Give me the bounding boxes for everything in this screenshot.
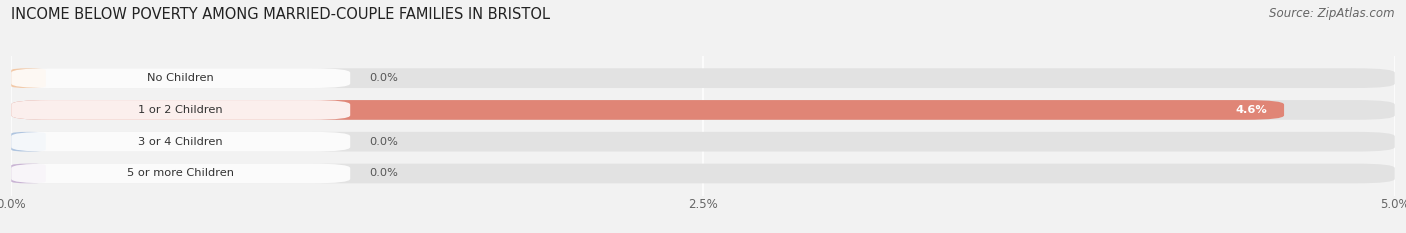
FancyBboxPatch shape xyxy=(11,132,1395,151)
FancyBboxPatch shape xyxy=(11,100,1395,120)
FancyBboxPatch shape xyxy=(11,164,46,183)
FancyBboxPatch shape xyxy=(11,132,350,151)
FancyBboxPatch shape xyxy=(11,68,46,88)
Text: Source: ZipAtlas.com: Source: ZipAtlas.com xyxy=(1270,7,1395,20)
Text: 0.0%: 0.0% xyxy=(370,73,398,83)
FancyBboxPatch shape xyxy=(11,68,350,88)
Text: 0.0%: 0.0% xyxy=(370,137,398,147)
Text: No Children: No Children xyxy=(148,73,214,83)
Text: INCOME BELOW POVERTY AMONG MARRIED-COUPLE FAMILIES IN BRISTOL: INCOME BELOW POVERTY AMONG MARRIED-COUPL… xyxy=(11,7,550,22)
FancyBboxPatch shape xyxy=(11,100,1284,120)
FancyBboxPatch shape xyxy=(11,164,1395,183)
FancyBboxPatch shape xyxy=(11,100,350,120)
Text: 1 or 2 Children: 1 or 2 Children xyxy=(138,105,224,115)
Text: 4.6%: 4.6% xyxy=(1236,105,1267,115)
FancyBboxPatch shape xyxy=(11,164,350,183)
FancyBboxPatch shape xyxy=(11,68,1395,88)
FancyBboxPatch shape xyxy=(11,132,46,151)
Text: 3 or 4 Children: 3 or 4 Children xyxy=(138,137,224,147)
Text: 5 or more Children: 5 or more Children xyxy=(127,168,235,178)
Text: 0.0%: 0.0% xyxy=(370,168,398,178)
